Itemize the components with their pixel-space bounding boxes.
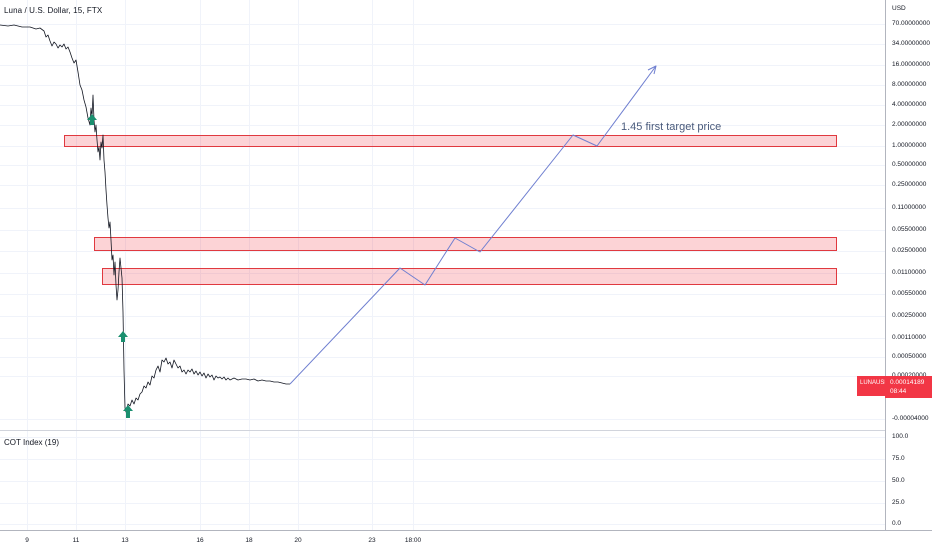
price-line bbox=[0, 24, 290, 413]
grid-horizontal-line bbox=[0, 85, 885, 86]
time-axis[interactable]: 9 11 13 16 18 20 23 18:00 bbox=[0, 530, 932, 551]
grid-horizontal-line bbox=[0, 105, 885, 106]
pane-divider[interactable] bbox=[0, 430, 885, 431]
price-axis-label: 0.00250000 bbox=[892, 312, 927, 319]
price-axis-label: 0.00050000 bbox=[892, 353, 927, 360]
grid-horizontal-line bbox=[0, 185, 885, 186]
price-axis-label: 16.00000000 bbox=[892, 61, 930, 68]
price-axis-label: 70.00000000 bbox=[892, 20, 930, 27]
current-price-value: 0.00014189 bbox=[890, 379, 925, 386]
grid-horizontal-line bbox=[0, 44, 885, 45]
grid-vertical-line bbox=[372, 0, 373, 530]
up-arrow-icon bbox=[118, 331, 128, 342]
grid-horizontal-line bbox=[0, 419, 885, 420]
time-axis-label: 13 bbox=[121, 537, 129, 544]
price-axis-label: 34.00000000 bbox=[892, 40, 930, 47]
grid-horizontal-line bbox=[0, 338, 885, 339]
price-axis-label: 100.0 bbox=[892, 433, 909, 440]
price-axis-label: 0.0 bbox=[892, 520, 902, 527]
price-axis-label: -0.00004000 bbox=[892, 415, 929, 422]
price-axis-label: 0.25000000 bbox=[892, 181, 927, 188]
time-axis-label: 16 bbox=[196, 537, 204, 544]
time-axis-label: 23 bbox=[368, 537, 376, 544]
price-axis-label: 0.11000000 bbox=[892, 204, 926, 211]
grid-horizontal-line bbox=[0, 437, 885, 438]
grid-horizontal-line bbox=[0, 65, 885, 66]
up-arrow-markers bbox=[87, 114, 133, 418]
up-arrow-icon bbox=[87, 114, 97, 125]
grid-vertical-line bbox=[249, 0, 250, 530]
grid-vertical-line bbox=[200, 0, 201, 530]
price-axis-label: 50.0 bbox=[892, 477, 905, 484]
grid-horizontal-line bbox=[0, 316, 885, 317]
grid-horizontal-line bbox=[0, 524, 885, 525]
grid-horizontal-line bbox=[0, 230, 885, 231]
time-axis-label: 18:00 bbox=[404, 537, 422, 544]
bar-countdown: 08:44 bbox=[890, 388, 907, 395]
grid-horizontal-line bbox=[0, 376, 885, 377]
grid-vertical-line bbox=[125, 0, 126, 530]
price-axis-label: 0.50000000 bbox=[892, 161, 927, 168]
price-axis-label: 4.00000000 bbox=[892, 101, 927, 108]
price-chart[interactable] bbox=[0, 0, 885, 430]
grid-vertical-line bbox=[298, 0, 299, 530]
time-axis-label: 18 bbox=[245, 537, 253, 544]
grid-horizontal-line bbox=[0, 357, 885, 358]
resistance-zone-target[interactable] bbox=[64, 135, 837, 147]
price-axis-label: 1.00000000 bbox=[892, 142, 927, 149]
price-axis-label: 0.00110000 bbox=[892, 334, 926, 341]
time-axis-label: 9 bbox=[25, 537, 29, 544]
grid-vertical-line bbox=[27, 0, 28, 530]
price-axis-label: 0.00550000 bbox=[892, 290, 927, 297]
price-axis-label: 0.05500000 bbox=[892, 226, 927, 233]
price-axis-label: 8.00000000 bbox=[892, 81, 927, 88]
cot-index-label[interactable]: COT Index (19) bbox=[4, 438, 59, 447]
current-price-tag: 0.00014189 08:44 bbox=[885, 376, 932, 398]
grid-horizontal-line bbox=[0, 125, 885, 126]
projection-path bbox=[289, 65, 657, 385]
target-annotation[interactable]: 1.45 first target price bbox=[621, 121, 722, 133]
grid-horizontal-line bbox=[0, 294, 885, 295]
price-axis-label: 0.00020000 bbox=[892, 372, 926, 379]
grid-horizontal-line bbox=[0, 503, 885, 504]
up-arrow-icon bbox=[123, 405, 133, 418]
price-axis-label: 0.01100000 bbox=[892, 269, 926, 276]
grid-horizontal-line bbox=[0, 24, 885, 25]
symbol-title[interactable]: Luna / U.S. Dollar, 15, FTX bbox=[4, 6, 103, 15]
grid-vertical-line bbox=[76, 0, 77, 530]
grid-horizontal-line bbox=[0, 481, 885, 482]
support-zone-lower[interactable] bbox=[102, 268, 837, 285]
price-axis-label: 2.00000000 bbox=[892, 121, 927, 128]
price-axis-label: 25.0 bbox=[892, 499, 905, 506]
price-axis[interactable]: USD 70.00000000 34.00000000 16.00000000 8.0… bbox=[885, 0, 932, 530]
grid-horizontal-line bbox=[0, 208, 885, 209]
grid-horizontal-line bbox=[0, 273, 885, 274]
grid-horizontal-line bbox=[0, 165, 885, 166]
time-axis-label: 20 bbox=[294, 537, 302, 544]
currency-label: USD bbox=[892, 5, 906, 12]
grid-horizontal-line bbox=[0, 251, 885, 252]
time-axis-label: 11 bbox=[72, 537, 80, 544]
grid-vertical-line bbox=[413, 0, 414, 530]
grid-horizontal-line bbox=[0, 459, 885, 460]
price-axis-label: 75.0 bbox=[892, 455, 905, 462]
price-axis-label: 0.02500000 bbox=[892, 247, 927, 254]
symbol-tag-label: LUNAUSD bbox=[860, 380, 889, 386]
